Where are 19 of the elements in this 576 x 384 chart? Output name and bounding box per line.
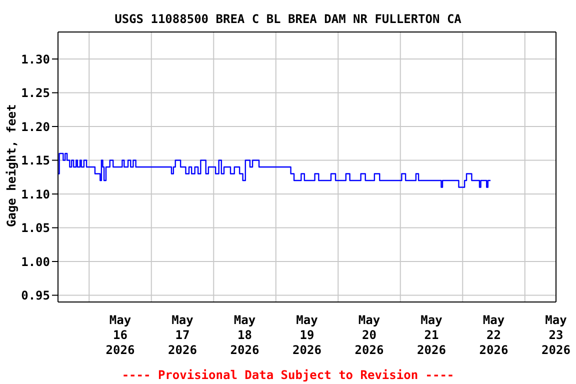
x-tick-label: May 16 2026 [106,313,135,357]
y-tick-label: 0.95 [21,288,50,303]
chart-title: USGS 11088500 BREA C BL BREA DAM NR FULLERTON CA [114,12,462,26]
y-axis-title: Gage height, feet [4,104,18,227]
x-tick-label: May 23 2026 [542,313,570,357]
y-tick-label: 1.25 [21,86,50,100]
x-tick-label: May 19 2026 [292,313,322,357]
x-tick-label: May 21 2026 [417,313,446,357]
y-tick-label: 1.00 [21,254,50,269]
y-tick-label: 1.10 [21,187,50,202]
y-tick-label: 1.15 [21,154,50,168]
y-tick-label: 1.30 [21,52,50,66]
text: ---- Provisional Data Subject to Revision ---- [120,368,456,382]
y-tick-label: 1.20 [21,120,50,134]
y-tick-label: 1.05 [21,221,50,236]
x-tick-label: May 20 2026 [354,313,384,357]
x-tick-label: May 18 2026 [230,313,260,357]
x-tick-label: May 17 2026 [168,313,197,357]
x-tick-label: May 22 2026 [479,313,508,357]
